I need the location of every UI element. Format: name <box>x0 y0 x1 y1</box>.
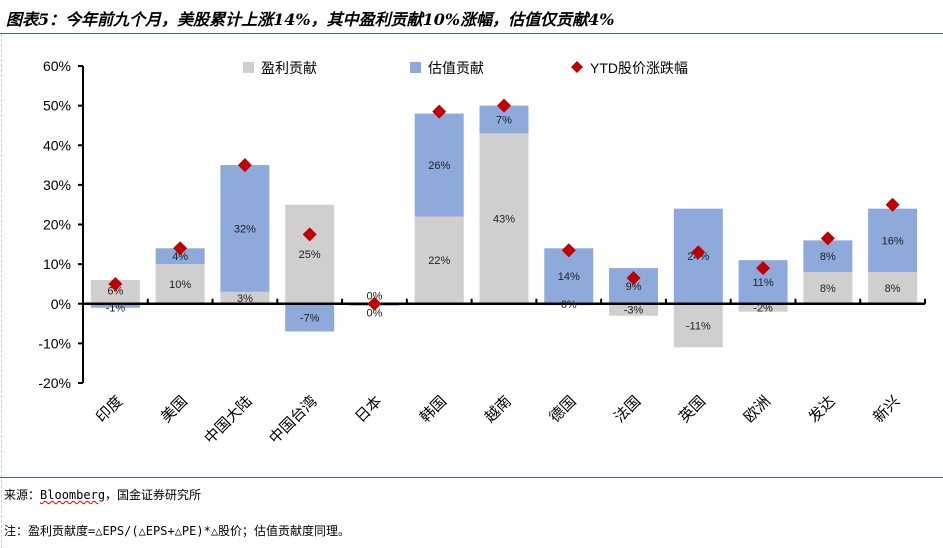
y-tick-label: 50% <box>43 98 71 114</box>
data-label: 3% <box>237 293 253 305</box>
data-label: 8% <box>820 283 836 295</box>
bar-earnings <box>673 303 723 348</box>
source-brand: Bloomberg <box>40 488 106 502</box>
y-tick-label: 0% <box>51 296 71 312</box>
title-divider <box>0 33 943 34</box>
data-label: 7% <box>496 114 512 126</box>
ytd-marker <box>108 276 123 291</box>
y-tick-label: -10% <box>38 335 71 351</box>
data-label: -11% <box>686 321 711 333</box>
bar-earnings <box>803 272 853 304</box>
ytd-marker <box>432 104 447 119</box>
data-label: 10% <box>169 279 191 291</box>
category-label: 发达 <box>805 393 838 426</box>
data-label: 6% <box>107 285 123 297</box>
category-label: 印度 <box>93 393 126 426</box>
y-tick-label: 30% <box>43 177 71 193</box>
data-label: 8% <box>885 283 901 295</box>
bar-earnings <box>155 264 205 304</box>
data-label: 0% <box>367 291 383 303</box>
category-label: 新兴 <box>870 393 903 426</box>
y-tick-label: 10% <box>43 256 71 272</box>
data-label: -2% <box>753 303 773 315</box>
source-prefix: 来源： <box>4 488 41 502</box>
legend-swatch <box>410 62 421 73</box>
data-label: 32% <box>234 223 256 235</box>
legend-label: 盈利贡献 <box>261 60 317 76</box>
y-tick-label: 20% <box>43 217 71 233</box>
data-label: 0% <box>561 299 577 311</box>
chart-title: 图表5：今年前九个月，美股累计上涨14%，其中盈利贡献10%涨幅，估值仅贡献4% <box>6 10 615 29</box>
bar-earnings <box>738 303 788 312</box>
ytd-marker <box>626 270 641 285</box>
ytd-marker <box>561 243 576 258</box>
left-border <box>1 34 3 548</box>
data-label: -3% <box>624 305 644 317</box>
bar-earnings <box>414 216 464 304</box>
data-label: 25% <box>299 249 321 261</box>
ytd-marker <box>756 261 771 276</box>
category-label: 中国大陆 <box>201 393 255 447</box>
bar-valuation <box>803 240 853 273</box>
ytd-marker <box>302 227 317 242</box>
bar-earnings <box>220 291 270 304</box>
y-tick-label: 60% <box>43 58 71 74</box>
data-label: 16% <box>882 235 904 247</box>
ytd-marker <box>173 241 188 256</box>
source-note: 来源：Bloomberg，国金证券研究所 <box>4 486 201 503</box>
y-tick-label: -20% <box>38 375 71 391</box>
data-label: 26% <box>428 160 450 172</box>
data-label: 14% <box>558 271 580 283</box>
data-label: 9% <box>626 281 642 293</box>
ytd-marker <box>885 197 900 212</box>
ytd-marker <box>367 296 382 311</box>
data-label: -7% <box>300 313 320 325</box>
ytd-marker <box>497 98 511 113</box>
category-label: 日本 <box>352 393 385 426</box>
formula-note: 注：盈利贡献度=△EPS/(△EPS+△PE)*△股价；估值贡献度同理。 <box>4 524 351 538</box>
bar-valuation <box>155 248 205 265</box>
bar-valuation <box>285 303 335 332</box>
bar-earnings <box>868 272 918 304</box>
footer-divider <box>0 477 943 478</box>
category-label: 韩国 <box>417 393 450 426</box>
data-label: 0% <box>367 308 383 320</box>
chart: -20% -10% 0% 10% 20% 30% 40% 50% 60% 6% 10% 3% 25% 0%… <box>38 58 926 447</box>
ytd-marker <box>820 231 835 246</box>
source-suffix: ，国金证券研究所 <box>105 488 202 502</box>
bar-valuation <box>868 208 918 273</box>
category-label: 越南 <box>482 393 515 426</box>
category-label: 法国 <box>611 393 644 426</box>
bar-valuation <box>220 165 270 292</box>
data-label: 8% <box>820 251 836 263</box>
data-label: 4% <box>172 251 188 263</box>
data-label: 43% <box>493 214 515 226</box>
bar-valuation <box>414 113 464 217</box>
legend-swatch <box>243 62 254 73</box>
legend-marker <box>571 61 583 73</box>
data-label: 22% <box>428 255 450 267</box>
data-label: 11% <box>752 277 773 289</box>
category-label: 中国台湾 <box>266 393 320 447</box>
bar-earnings <box>479 133 529 304</box>
category-label: 欧洲 <box>741 393 774 426</box>
category-label: 美国 <box>158 393 191 426</box>
ytd-marker <box>691 245 706 260</box>
bar-earnings <box>609 303 659 316</box>
legend-label: YTD股价涨跌幅 <box>590 60 688 76</box>
data-label: -1% <box>106 302 126 314</box>
bar-earnings <box>285 204 335 304</box>
bar-earnings <box>90 279 140 304</box>
category-label: 德国 <box>546 392 580 426</box>
y-tick-label: 40% <box>43 137 71 153</box>
ytd-marker <box>237 158 252 173</box>
legend-label: 估值贡献 <box>428 60 484 76</box>
bar-valuation <box>90 303 140 308</box>
category-label: 英国 <box>675 392 709 426</box>
bar-valuation <box>544 248 594 304</box>
